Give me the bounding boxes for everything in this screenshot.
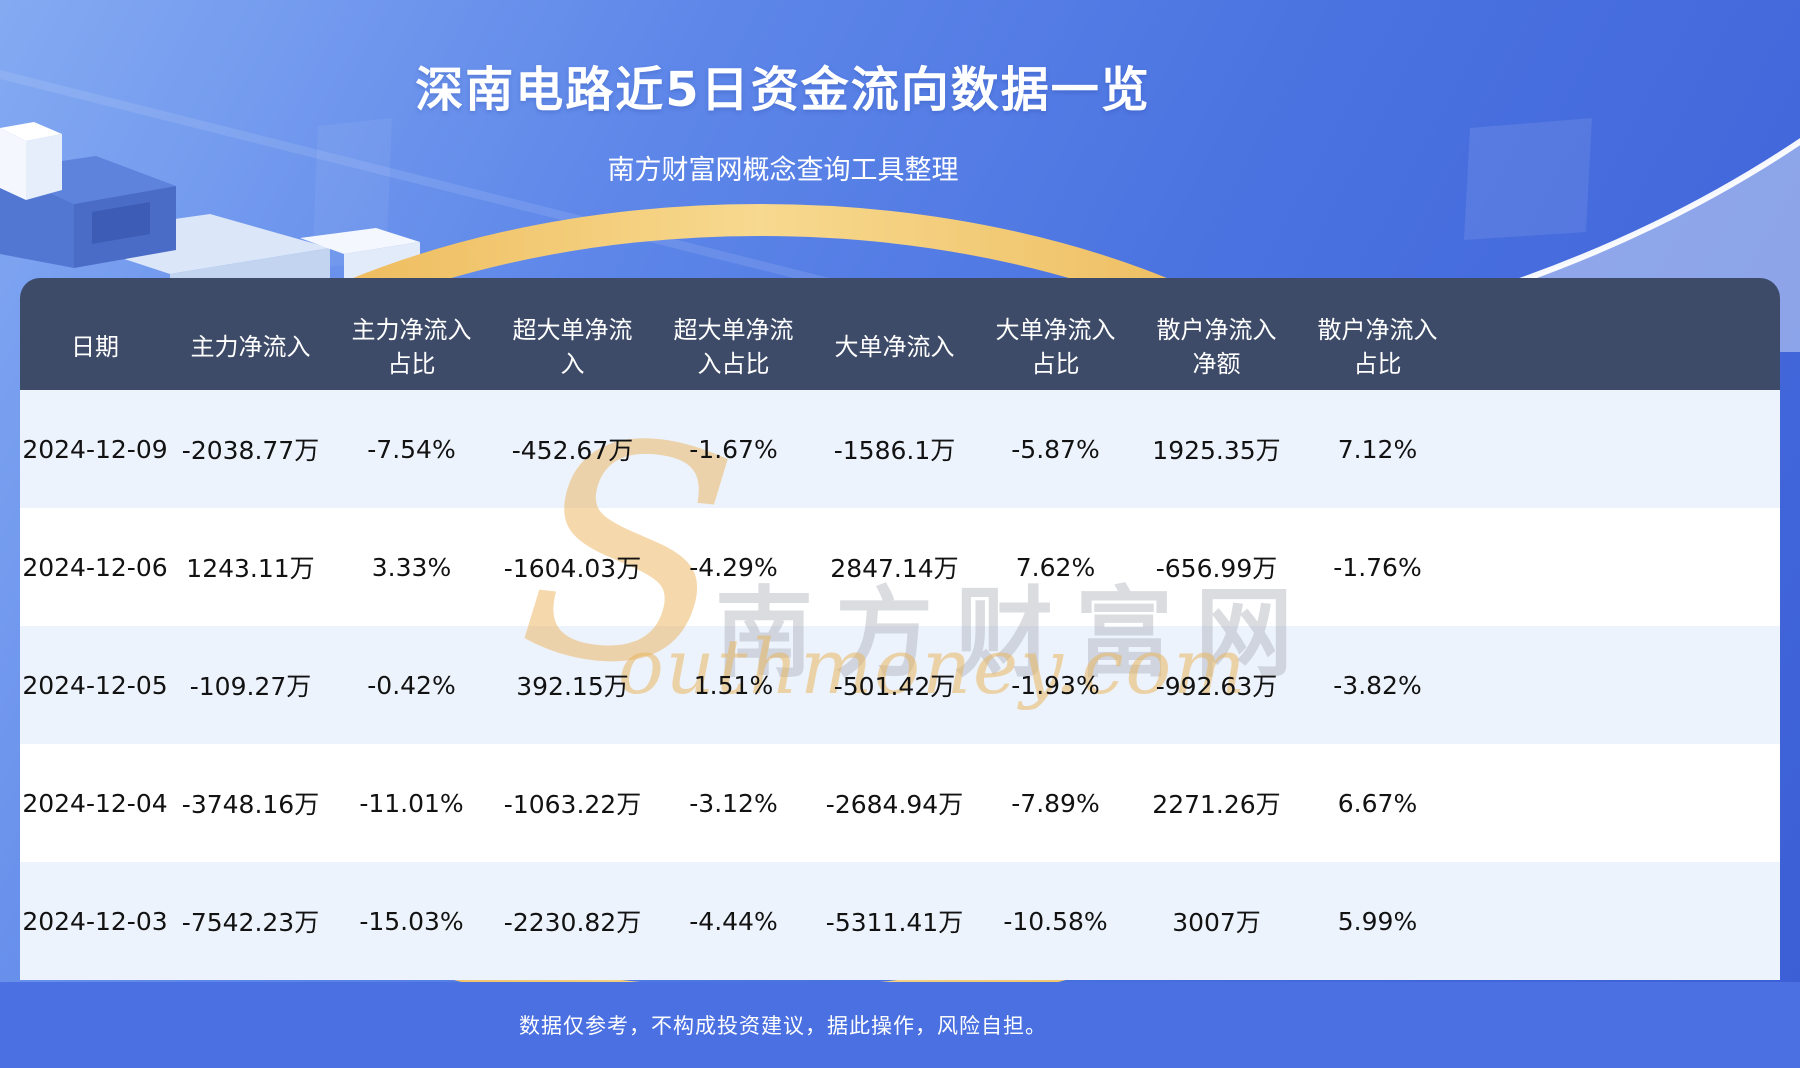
cell-retail-net-inflow: 1925.35万 bbox=[1152, 436, 1281, 465]
cell-large-order-net-inflow: -5311.41万 bbox=[825, 908, 964, 937]
cell-xl-order-net-inflow-pct: -4.29% bbox=[689, 552, 778, 582]
cell-filler bbox=[1458, 390, 1780, 508]
header-row: 日期 主力净流入 主力净流入 占比 超大单净流 入 超大单净流 入占比 大单净流… bbox=[20, 278, 1780, 390]
cell-xl-order-net-inflow-pct: -1.67% bbox=[689, 434, 778, 464]
col-header-main-net-inflow-pct: 主力净流入 占比 bbox=[331, 278, 492, 390]
disclaimer-text: 数据仅参考，不构成投资建议，据此操作，风险自担。 bbox=[519, 1014, 1047, 1038]
col-header-filler bbox=[1458, 278, 1780, 390]
cell-date: 2024-12-05 bbox=[22, 670, 168, 700]
cell-main-net-inflow: 1243.11万 bbox=[186, 554, 315, 583]
cell-filler bbox=[1458, 744, 1780, 862]
col-header-large-order-net-inflow-pct: 大单净流入 占比 bbox=[975, 278, 1136, 390]
cell-xl-order-net-inflow-pct: 1.51% bbox=[693, 670, 774, 700]
cell-large-order-net-inflow: 2847.14万 bbox=[830, 554, 959, 583]
table-row: 2024-12-09 -2038.77万 -7.54% -452.67万 -1.… bbox=[20, 390, 1780, 508]
table-row: 2024-12-03 -7542.23万 -15.03% -2230.82万 -… bbox=[20, 862, 1780, 980]
col-header-retail-net-inflow: 散户净流入 净额 bbox=[1136, 278, 1297, 390]
col-header-xl-order-net-inflow: 超大单净流 入 bbox=[492, 278, 653, 390]
cell-main-net-inflow-pct: -0.42% bbox=[367, 670, 456, 700]
col-header-main-net-inflow: 主力净流入 bbox=[170, 278, 331, 390]
cell-filler bbox=[1458, 626, 1780, 744]
cell-large-order-net-inflow: -1586.1万 bbox=[833, 436, 956, 465]
page-title: 深南电路近5日资金流向数据一览 bbox=[415, 62, 1151, 118]
cell-retail-net-inflow: -992.63万 bbox=[1155, 672, 1278, 701]
cell-xl-order-net-inflow: -1063.22万 bbox=[503, 790, 642, 819]
cell-retail-net-inflow-pct: 5.99% bbox=[1337, 906, 1418, 936]
cell-xl-order-net-inflow: 392.15万 bbox=[516, 672, 629, 701]
cell-xl-order-net-inflow: -2230.82万 bbox=[503, 908, 642, 937]
col-header-large-order-net-inflow: 大单净流入 bbox=[814, 278, 975, 390]
cell-large-order-net-inflow-pct: -7.89% bbox=[1011, 788, 1100, 818]
cell-large-order-net-inflow-pct: -5.87% bbox=[1011, 434, 1100, 464]
cell-filler bbox=[1458, 862, 1780, 980]
cell-main-net-inflow-pct: -7.54% bbox=[367, 434, 456, 464]
cell-retail-net-inflow-pct: -3.82% bbox=[1333, 670, 1422, 700]
cell-date: 2024-12-09 bbox=[22, 434, 168, 464]
glass-panel bbox=[1464, 118, 1592, 240]
cell-retail-net-inflow-pct: 6.67% bbox=[1337, 788, 1418, 818]
cell-main-net-inflow: -2038.77万 bbox=[181, 436, 320, 465]
table-row: 2024-12-06 1243.11万 3.33% -1604.03万 -4.2… bbox=[20, 508, 1780, 626]
cell-large-order-net-inflow: -501.42万 bbox=[833, 672, 956, 701]
cell-retail-net-inflow-pct: 7.12% bbox=[1337, 434, 1418, 464]
cell-date: 2024-12-04 bbox=[22, 788, 168, 818]
col-header-xl-order-net-inflow-pct: 超大单净流 入占比 bbox=[653, 278, 814, 390]
cell-large-order-net-inflow-pct: 7.62% bbox=[1015, 552, 1096, 582]
cell-main-net-inflow-pct: -15.03% bbox=[359, 906, 464, 936]
cell-main-net-inflow: -109.27万 bbox=[189, 672, 312, 701]
fund-flow-table: S 南方财富网 outhmoney.com 日期 主力净流入 主力净流入 占比 … bbox=[20, 278, 1780, 982]
cell-xl-order-net-inflow: -1604.03万 bbox=[503, 554, 642, 583]
table-row: 2024-12-04 -3748.16万 -11.01% -1063.22万 -… bbox=[20, 744, 1780, 862]
cell-retail-net-inflow: -656.99万 bbox=[1155, 554, 1278, 583]
cell-main-net-inflow: -7542.23万 bbox=[181, 908, 320, 937]
cell-xl-order-net-inflow-pct: -3.12% bbox=[689, 788, 778, 818]
col-header-date: 日期 bbox=[20, 278, 170, 390]
disclaimer-bar: 数据仅参考，不构成投资建议，据此操作，风险自担。 bbox=[0, 982, 1800, 1068]
table-row: 2024-12-05 -109.27万 -0.42% 392.15万 1.51%… bbox=[20, 626, 1780, 744]
cell-date: 2024-12-03 bbox=[22, 906, 168, 936]
glass-panel bbox=[950, 370, 1145, 672]
cell-retail-net-inflow-pct: -1.76% bbox=[1333, 552, 1422, 582]
cell-main-net-inflow: -3748.16万 bbox=[181, 790, 320, 819]
cell-main-net-inflow-pct: -11.01% bbox=[359, 788, 464, 818]
col-header-retail-net-inflow-pct: 散户净流入 占比 bbox=[1297, 278, 1458, 390]
cell-large-order-net-inflow-pct: -1.93% bbox=[1011, 670, 1100, 700]
cell-date: 2024-12-06 bbox=[22, 552, 168, 582]
cell-retail-net-inflow: 3007万 bbox=[1172, 908, 1261, 937]
cell-large-order-net-inflow-pct: -10.58% bbox=[1003, 906, 1108, 936]
page-subtitle: 南方财富网概念查询工具整理 bbox=[607, 155, 959, 186]
cell-xl-order-net-inflow-pct: -4.44% bbox=[689, 906, 778, 936]
cell-filler bbox=[1458, 508, 1780, 626]
cell-retail-net-inflow: 2271.26万 bbox=[1152, 790, 1281, 819]
cell-large-order-net-inflow: -2684.94万 bbox=[825, 790, 964, 819]
cell-main-net-inflow-pct: 3.33% bbox=[371, 552, 452, 582]
cell-xl-order-net-inflow: -452.67万 bbox=[511, 436, 634, 465]
